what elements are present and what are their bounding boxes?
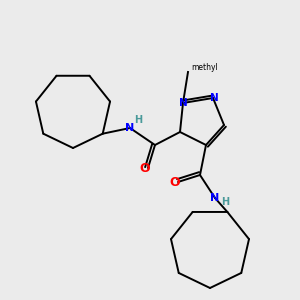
Text: H: H bbox=[134, 115, 142, 125]
Text: O: O bbox=[170, 176, 180, 190]
Text: O: O bbox=[140, 163, 150, 176]
Text: N: N bbox=[125, 123, 135, 133]
Text: N: N bbox=[210, 93, 218, 103]
Text: N: N bbox=[178, 98, 188, 108]
Text: N: N bbox=[210, 193, 220, 203]
Text: methyl: methyl bbox=[191, 64, 218, 73]
Text: H: H bbox=[221, 197, 229, 207]
